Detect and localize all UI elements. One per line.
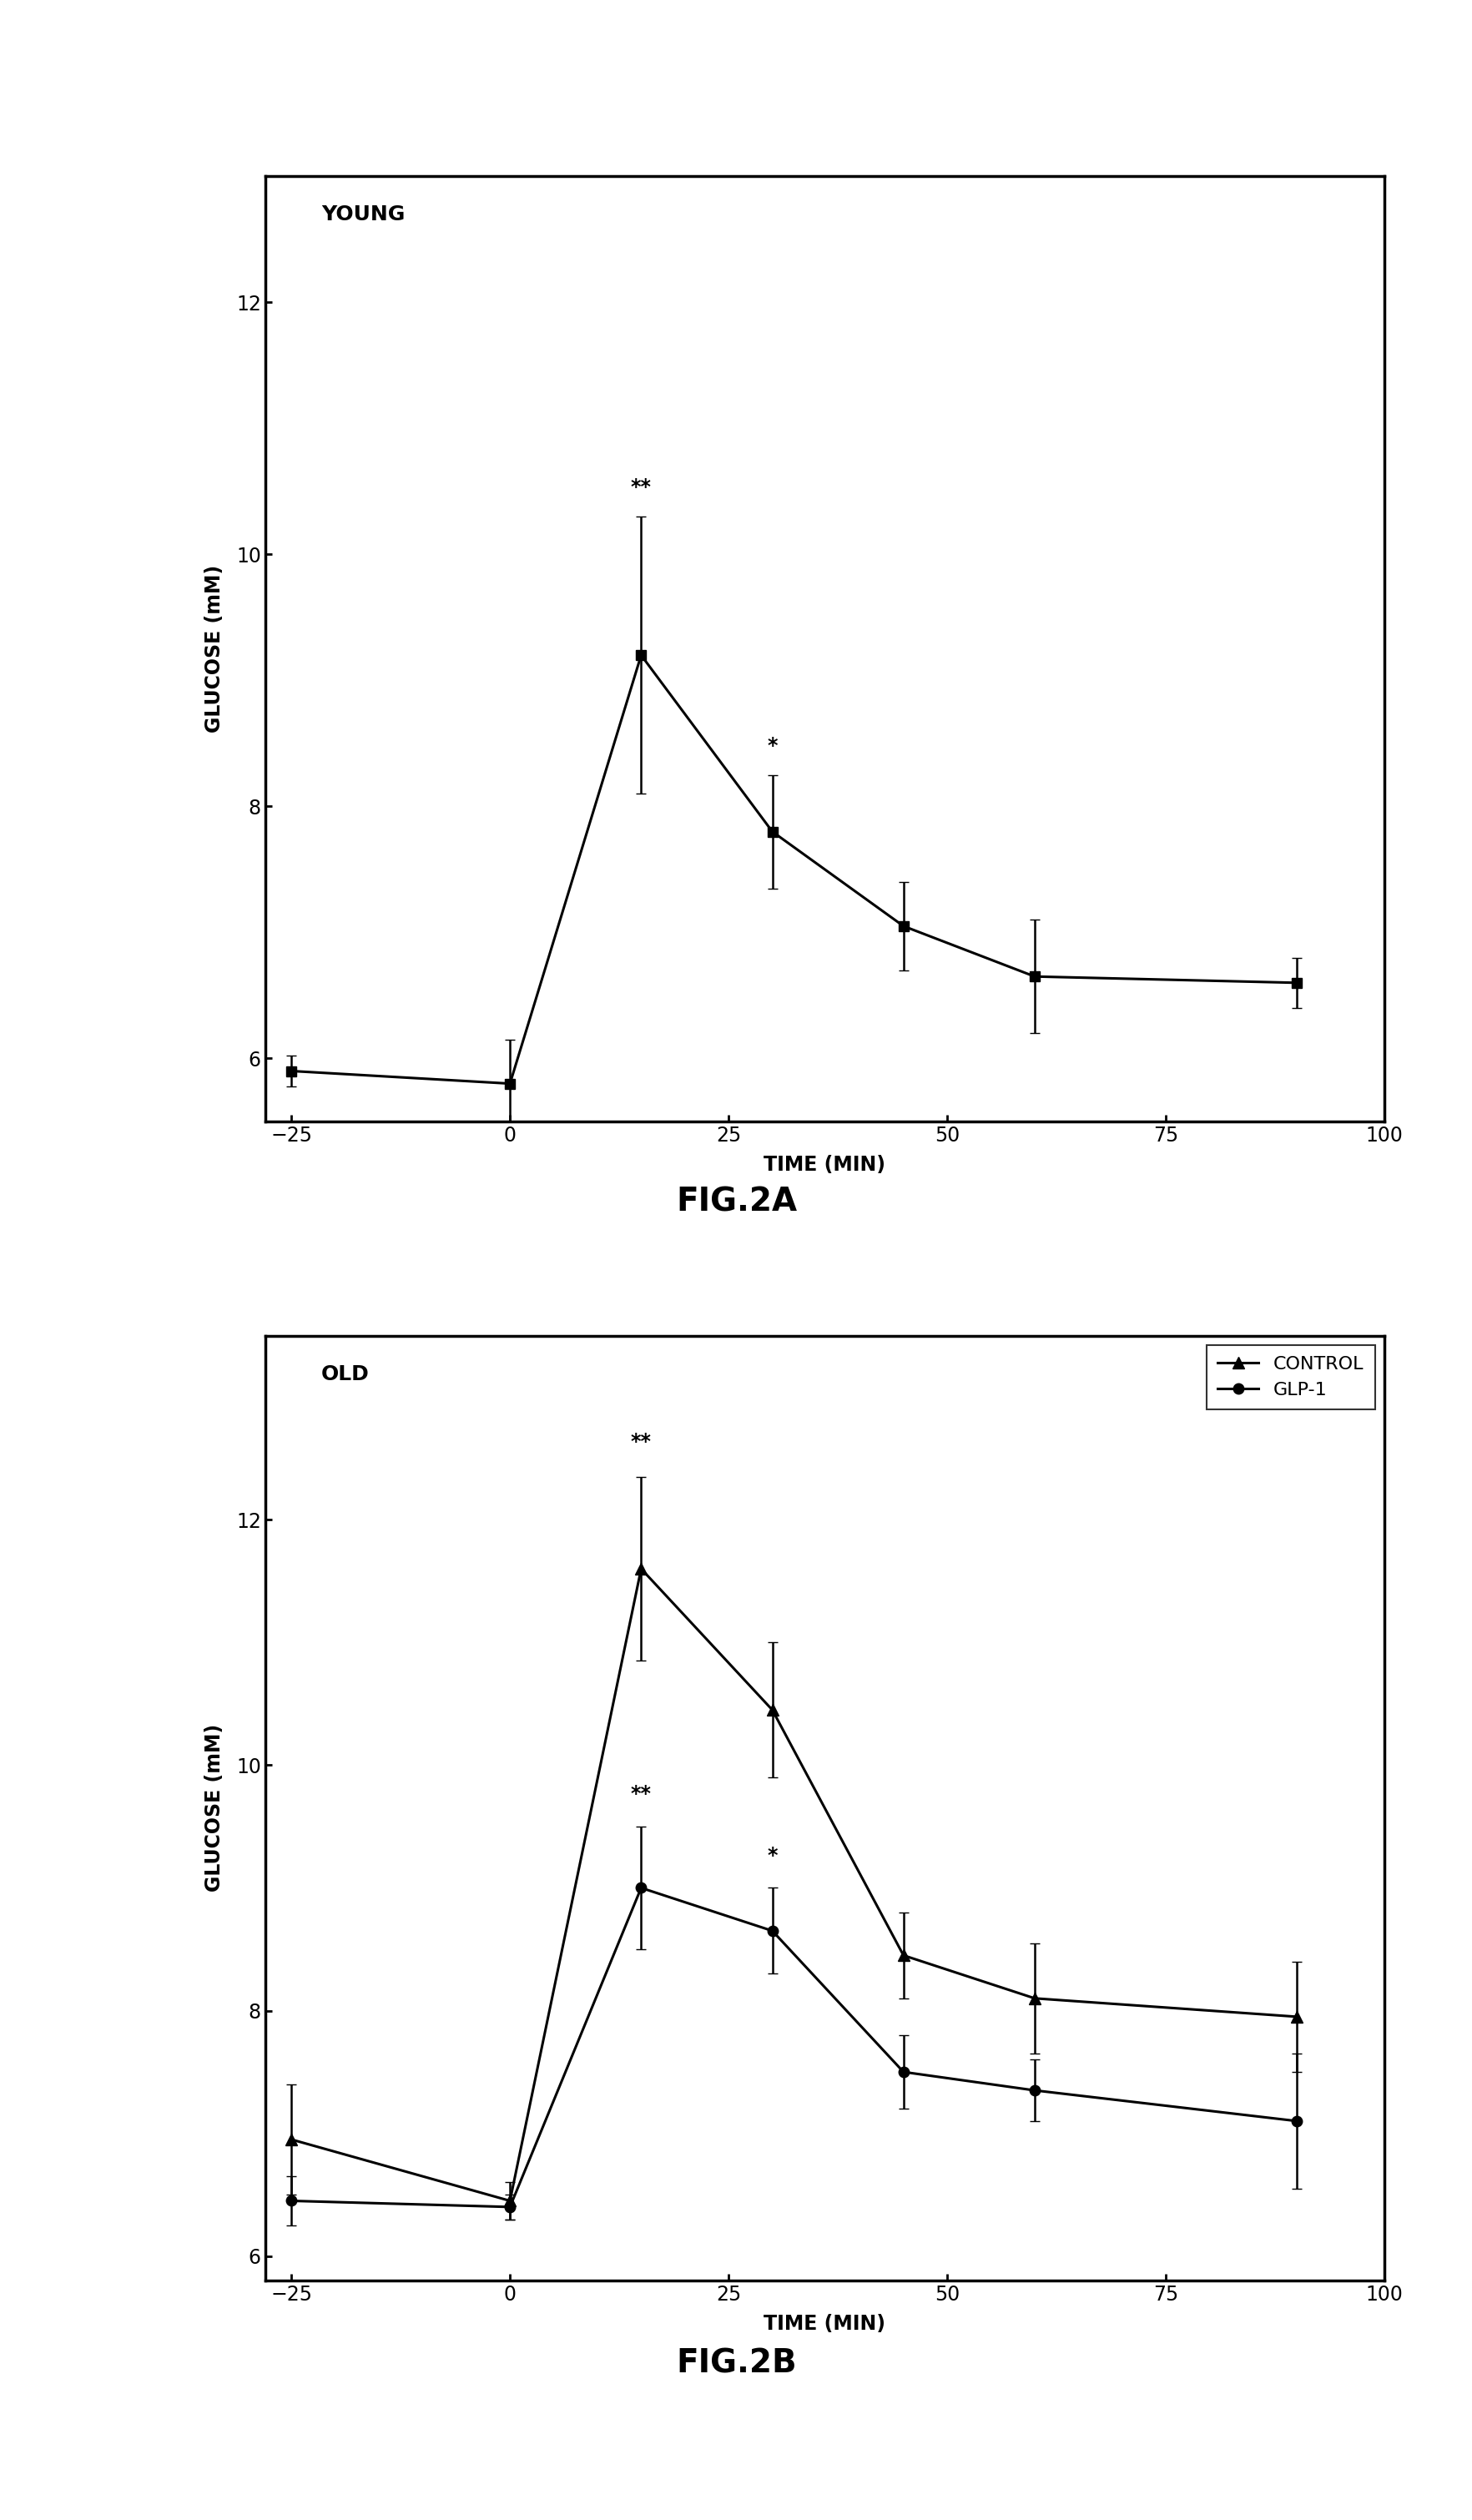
Text: OLD: OLD	[321, 1363, 369, 1383]
Text: *: *	[767, 1845, 777, 1865]
Text: *: *	[767, 736, 777, 756]
Text: YOUNG: YOUNG	[321, 204, 405, 224]
Text: **: **	[630, 479, 651, 496]
Y-axis label: GLUCOSE (mM): GLUCOSE (mM)	[205, 564, 224, 733]
Y-axis label: GLUCOSE (mM): GLUCOSE (mM)	[205, 1724, 224, 1893]
X-axis label: TIME (MIN): TIME (MIN)	[764, 2313, 885, 2334]
Text: FIG.2B: FIG.2B	[676, 2349, 796, 2379]
Legend: CONTROL, GLP-1: CONTROL, GLP-1	[1206, 1346, 1375, 1409]
X-axis label: TIME (MIN): TIME (MIN)	[764, 1154, 885, 1174]
Text: **: **	[630, 1431, 651, 1452]
Text: FIG.2A: FIG.2A	[676, 1187, 796, 1217]
Text: **: **	[630, 1784, 651, 1804]
